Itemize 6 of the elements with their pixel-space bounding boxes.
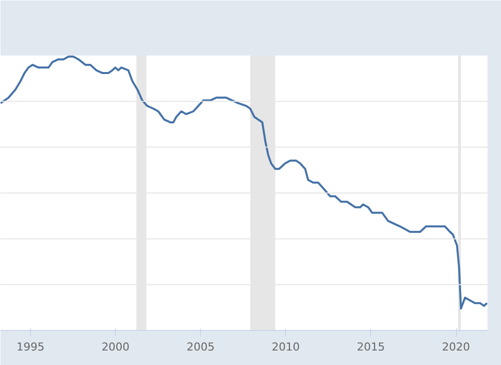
x-tick-label: 2005 xyxy=(186,340,215,354)
x-tick-label: 2020 xyxy=(442,340,470,354)
x-tick-label: 2000 xyxy=(102,340,130,354)
x-tick-label: 2015 xyxy=(356,340,385,354)
x-tick-label: 1995 xyxy=(16,340,44,354)
x-tick-label: 2010 xyxy=(272,340,300,354)
